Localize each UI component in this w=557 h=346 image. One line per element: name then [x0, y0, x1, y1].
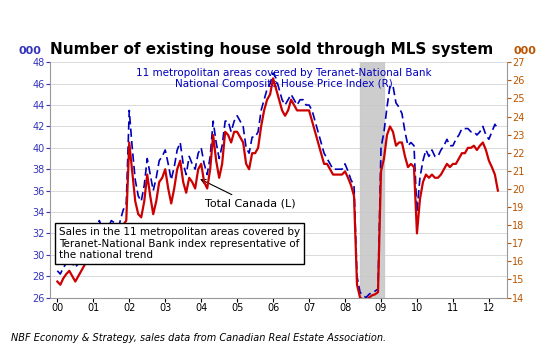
Text: Number of existing house sold through MLS system: Number of existing house sold through ML… — [50, 42, 494, 57]
Text: Sales in the 11 metropolitan areas covered by
Teranet-National Bank index repres: Sales in the 11 metropolitan areas cover… — [59, 227, 300, 260]
Text: 000: 000 — [18, 46, 41, 56]
Text: 11 metropolitan areas covered by Teranet-National Bank
National Composite House : 11 metropolitan areas covered by Teranet… — [136, 67, 432, 89]
Bar — [360, 62, 384, 298]
Text: 000: 000 — [514, 46, 536, 56]
Text: Total Canada (L): Total Canada (L) — [201, 180, 295, 209]
Text: NBF Economy & Strategy, sales data from Canadian Real Estate Association.: NBF Economy & Strategy, sales data from … — [11, 333, 386, 343]
